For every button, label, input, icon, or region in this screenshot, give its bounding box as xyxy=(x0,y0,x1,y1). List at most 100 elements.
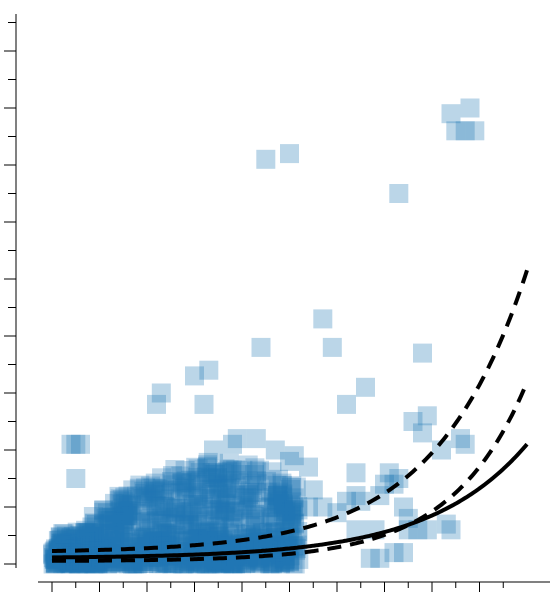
data-point xyxy=(219,460,239,480)
data-point xyxy=(85,522,105,542)
data-point xyxy=(267,475,287,495)
data-point xyxy=(51,527,70,547)
data-point xyxy=(246,471,266,491)
data-point xyxy=(76,532,96,552)
data-point xyxy=(75,531,95,551)
data-point xyxy=(119,496,138,515)
data-point xyxy=(413,343,432,363)
data-point xyxy=(138,486,158,506)
data-point xyxy=(208,522,228,542)
data-point xyxy=(220,533,240,553)
data-point xyxy=(175,461,195,480)
data-point xyxy=(99,523,118,543)
data-point xyxy=(83,507,103,526)
data-point xyxy=(150,536,170,556)
data-point xyxy=(53,524,73,544)
data-point xyxy=(131,516,151,536)
data-point xyxy=(299,497,318,517)
data-point xyxy=(157,514,177,534)
data-point xyxy=(111,526,131,546)
data-point xyxy=(66,434,86,454)
data-point xyxy=(105,510,125,530)
data-point xyxy=(142,491,162,510)
data-point xyxy=(195,523,215,543)
data-point xyxy=(118,506,138,525)
data-point xyxy=(284,488,304,508)
data-point xyxy=(403,412,423,431)
data-point xyxy=(237,492,257,512)
data-point xyxy=(277,500,297,520)
data-point xyxy=(154,489,174,509)
data-point xyxy=(267,497,287,517)
data-point xyxy=(346,463,366,483)
data-point xyxy=(204,465,224,484)
data-point xyxy=(217,478,237,498)
data-point xyxy=(99,507,118,527)
data-point xyxy=(172,473,192,493)
data-point xyxy=(161,514,181,534)
data-point xyxy=(299,457,318,477)
data-point xyxy=(103,507,123,527)
data-point xyxy=(303,480,323,500)
data-point xyxy=(237,487,257,507)
data-point xyxy=(417,406,437,426)
data-point xyxy=(130,537,150,557)
data-point xyxy=(267,486,287,506)
data-point xyxy=(85,514,105,534)
data-point xyxy=(70,538,90,558)
data-point xyxy=(191,524,211,544)
data-point xyxy=(76,523,96,543)
data-point xyxy=(116,506,135,526)
data-point xyxy=(186,486,206,506)
data-point xyxy=(150,481,170,501)
data-point xyxy=(208,473,228,493)
data-point xyxy=(273,484,293,504)
data-point xyxy=(238,540,257,560)
data-point xyxy=(246,509,266,529)
data-point xyxy=(84,527,104,547)
data-point xyxy=(54,524,74,544)
data-point xyxy=(322,337,342,357)
data-point xyxy=(113,512,132,532)
data-point xyxy=(53,533,72,553)
data-point xyxy=(274,552,294,572)
data-point xyxy=(379,463,399,483)
data-point xyxy=(108,537,128,557)
data-point xyxy=(149,537,169,557)
data-point xyxy=(198,521,218,541)
data-point xyxy=(211,488,231,508)
data-point xyxy=(163,475,183,495)
data-point xyxy=(202,479,222,499)
data-point xyxy=(213,530,233,550)
data-point xyxy=(346,520,366,540)
data-point xyxy=(283,497,303,517)
data-point xyxy=(265,547,285,567)
data-point xyxy=(221,501,241,521)
data-point xyxy=(152,520,172,540)
data-point xyxy=(413,423,432,443)
data-point xyxy=(142,528,162,548)
data-point xyxy=(196,489,216,509)
data-point xyxy=(66,469,86,488)
data-point xyxy=(134,481,154,501)
data-point xyxy=(234,498,254,518)
data-point xyxy=(203,535,222,554)
data-point xyxy=(207,521,227,541)
data-point xyxy=(104,510,124,530)
data-point xyxy=(242,475,262,495)
data-point xyxy=(105,515,125,535)
data-point xyxy=(213,475,233,495)
data-point xyxy=(77,523,97,543)
data-point xyxy=(455,121,475,141)
data-point xyxy=(76,520,96,540)
data-point xyxy=(223,514,243,534)
data-point xyxy=(233,460,253,480)
data-point xyxy=(143,478,163,498)
data-point xyxy=(116,493,135,513)
data-point xyxy=(182,494,202,514)
data-point xyxy=(267,489,287,509)
data-point xyxy=(441,104,461,124)
data-point xyxy=(441,520,461,540)
data-point xyxy=(130,475,150,495)
data-point xyxy=(313,497,333,517)
